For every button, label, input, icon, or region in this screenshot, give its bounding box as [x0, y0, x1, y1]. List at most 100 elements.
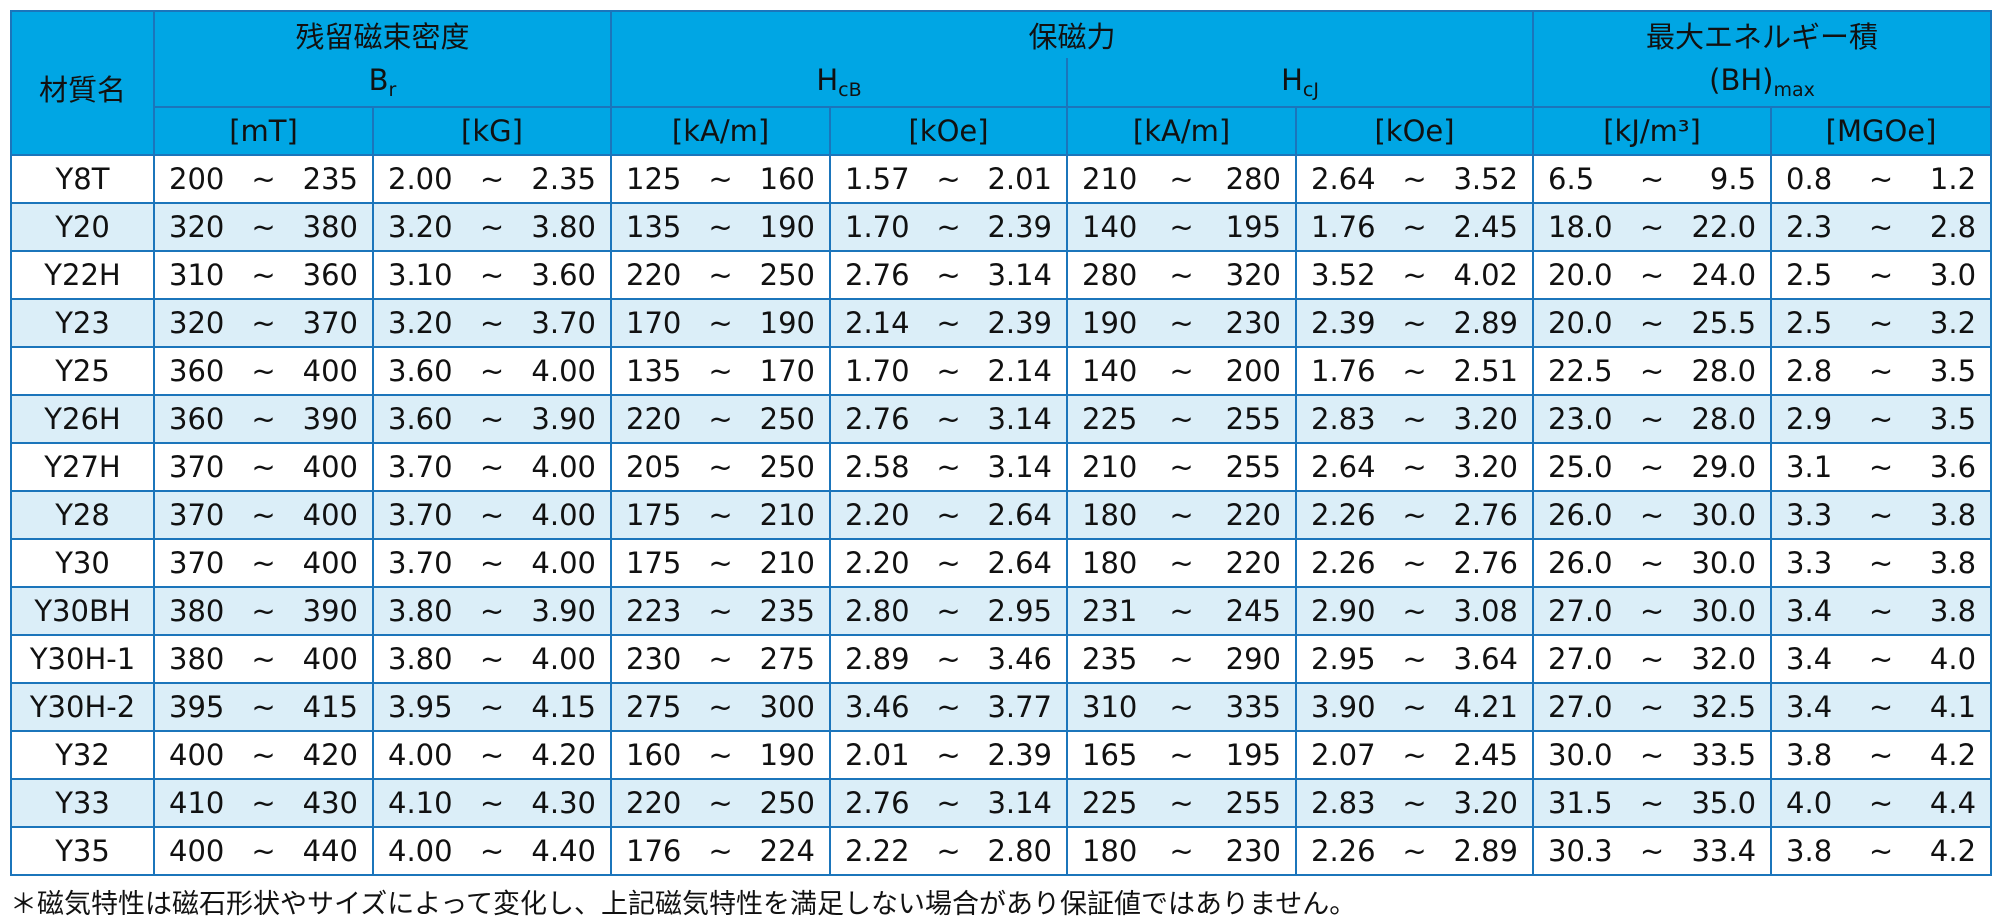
range-cell: 27.0 ~32.0 [1532, 634, 1773, 684]
range-high: 4.00 [531, 546, 596, 580]
range-separator: ~ [936, 258, 961, 292]
range-high: 224 [759, 834, 816, 868]
range-cell: 2.39 ~2.89 [1295, 298, 1535, 348]
range-low: 135 [626, 210, 682, 244]
range: 2.90 ~3.08 [1297, 594, 1532, 628]
range: 395 ~415 [155, 690, 372, 724]
range-high: 250 [759, 258, 816, 292]
range-cell: 380 ~400 [153, 634, 374, 684]
range-cell: 2.90 ~3.08 [1295, 586, 1535, 636]
range-low: 3.1 [1786, 450, 1833, 484]
range-separator: ~ [936, 690, 961, 724]
range-high: 200 [1225, 354, 1282, 388]
range-low: 31.5 [1548, 786, 1613, 820]
range-low: 310 [1082, 690, 1138, 724]
range: 400 ~440 [155, 834, 372, 868]
material-cell: Y22H [10, 250, 155, 300]
material-cell: Y27H [10, 442, 155, 492]
range-separator: ~ [1402, 402, 1427, 436]
range-separator: ~ [479, 594, 505, 628]
range-separator: ~ [1169, 258, 1194, 292]
range-separator: ~ [1868, 162, 1894, 196]
range-high: 1.2 [1929, 162, 1977, 196]
range-low: 3.20 [388, 210, 453, 244]
range-high: 4.40 [531, 834, 596, 868]
range-separator: ~ [936, 786, 961, 820]
range-separator: ~ [708, 546, 733, 580]
range-cell: 2.07 ~2.45 [1295, 730, 1535, 780]
range-cell: 23.0 ~28.0 [1532, 394, 1773, 444]
range-low: 2.58 [845, 450, 910, 484]
range-cell: 27.0 ~30.0 [1532, 586, 1773, 636]
range: 280 ~320 [1068, 258, 1295, 292]
range: 18.0 ~22.0 [1534, 210, 1770, 244]
range: 310 ~335 [1068, 690, 1295, 724]
range-cell: 2.76 ~3.14 [829, 250, 1069, 300]
range-high: 170 [759, 354, 816, 388]
range-separator: ~ [251, 546, 276, 580]
range-separator: ~ [251, 834, 276, 868]
range-low: 3.70 [388, 498, 453, 532]
material-name: Y30 [55, 546, 110, 580]
range-high: 3.20 [1453, 786, 1519, 820]
range-cell: 3.80 ~3.90 [371, 586, 613, 636]
material-name: Y28 [55, 498, 110, 532]
material-name: Y26H [44, 402, 121, 436]
range-cell: 2.00 ~2.35 [371, 154, 613, 204]
range-cell: 3.8 ~4.2 [1770, 730, 1993, 780]
range-cell: 310 ~360 [153, 250, 374, 300]
range-low: 220 [626, 402, 682, 436]
range-separator: ~ [251, 306, 276, 340]
range-high: 2.01 [987, 162, 1053, 196]
range-high: 29.0 [1691, 450, 1757, 484]
range-low: 2.8 [1786, 354, 1833, 388]
range-low: 2.89 [845, 642, 910, 676]
range-low: 3.70 [388, 546, 453, 580]
range-separator: ~ [1402, 498, 1427, 532]
range-low: 3.3 [1786, 498, 1833, 532]
range-separator: ~ [1868, 450, 1894, 484]
range: 3.70 ~4.00 [374, 450, 610, 484]
range-high: 3.80 [531, 210, 596, 244]
range-separator: ~ [1169, 450, 1194, 484]
unit-header: [kA/m] [610, 106, 832, 156]
range-cell: 230 ~275 [610, 634, 832, 684]
range-cell: 400 ~420 [153, 730, 374, 780]
range-low: 3.3 [1786, 546, 1833, 580]
range-separator: ~ [479, 450, 505, 484]
range-cell: 3.95 ~4.15 [371, 682, 613, 732]
range-high: 400 [302, 450, 358, 484]
range-separator: ~ [708, 738, 733, 772]
range-cell: 225 ~255 [1066, 778, 1298, 828]
range-high: 335 [1225, 690, 1282, 724]
range-cell: 1.70 ~2.39 [829, 202, 1069, 252]
range: 2.39 ~2.89 [1297, 306, 1532, 340]
range-cell: 310 ~335 [1066, 682, 1298, 732]
range-cell: 3.8 ~4.2 [1770, 826, 1993, 876]
range-high: 3.5 [1929, 402, 1977, 436]
range-separator: ~ [479, 162, 505, 196]
range-low: 30.3 [1548, 834, 1613, 868]
range-low: 2.5 [1786, 258, 1833, 292]
range-separator: ~ [479, 498, 505, 532]
range: 2.00 ~2.35 [374, 162, 610, 196]
range-high: 380 [302, 210, 358, 244]
unit-header: [kA/m] [1066, 106, 1298, 156]
range-low: 1.70 [845, 210, 910, 244]
material-cell: Y35 [10, 826, 155, 876]
range-separator: ~ [1402, 834, 1427, 868]
range-low: 380 [169, 594, 225, 628]
range-high: 255 [1225, 450, 1282, 484]
range-low: 220 [626, 258, 682, 292]
material-name: Y8T [55, 162, 110, 196]
range-cell: 26.0 ~30.0 [1532, 490, 1773, 540]
range-separator: ~ [1402, 690, 1427, 724]
range: 3.4 ~3.8 [1772, 594, 1990, 628]
material-cell: Y25 [10, 346, 155, 396]
range-cell: 2.76 ~3.14 [829, 778, 1069, 828]
header-row: [mT] [kG] [kA/m] [kOe] [kA/m] [kOe] [kJ/m³] [MG… [11, 106, 1993, 156]
range-separator: ~ [251, 594, 276, 628]
range-high: 30.0 [1691, 546, 1757, 580]
range-low: 2.5 [1786, 306, 1833, 340]
range-separator: ~ [1169, 162, 1194, 196]
